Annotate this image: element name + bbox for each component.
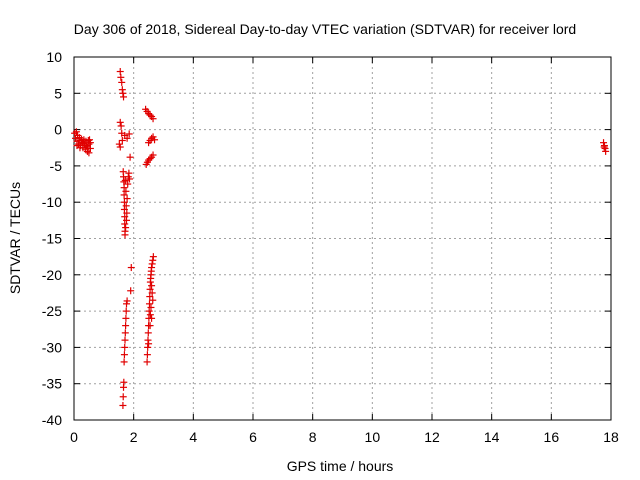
y-tick-label: -25: [42, 303, 62, 319]
data-point: [146, 311, 154, 319]
data-point: [148, 289, 156, 297]
x-tick-label: 18: [603, 429, 619, 445]
data-point: [123, 134, 131, 142]
data-point: [146, 293, 154, 301]
data-point: [127, 264, 135, 272]
data-point: [147, 303, 155, 311]
data-point: [72, 128, 80, 136]
data-point: [85, 149, 93, 157]
x-tick-label: 12: [424, 429, 440, 445]
data-point: [121, 336, 129, 344]
data-point: [121, 213, 129, 221]
data-point: [83, 143, 91, 151]
data-point: [149, 115, 157, 123]
y-tick-label: -10: [42, 194, 62, 210]
data-point: [122, 314, 130, 322]
y-axis-label: SDTVAR / TECUs: [7, 182, 23, 294]
data-point: [79, 139, 87, 147]
data-point: [120, 205, 128, 213]
data-point: [120, 198, 128, 206]
data-point: [148, 134, 156, 142]
data-point: [149, 296, 157, 304]
x-axis-label: GPS time / hours: [287, 458, 394, 474]
x-tick-label: 14: [484, 429, 500, 445]
data-point: [146, 285, 154, 293]
data-point: [122, 307, 130, 315]
chart-title: Day 306 of 2018, Sidereal Day-to-day VTE…: [74, 21, 576, 37]
data-point: [122, 224, 130, 232]
x-tick-label: 8: [309, 429, 317, 445]
data-point: [120, 184, 128, 192]
data-point: [123, 209, 131, 217]
data-points: [71, 68, 610, 409]
y-tick-label: -15: [42, 231, 62, 247]
data-point: [121, 220, 129, 228]
data-point: [125, 130, 133, 138]
data-point: [86, 144, 94, 152]
data-point: [127, 287, 135, 295]
x-tick-label: 16: [544, 429, 560, 445]
data-point: [148, 282, 156, 290]
data-point: [123, 216, 131, 224]
data-point: [149, 253, 157, 261]
data-point: [118, 78, 126, 86]
data-point: [148, 314, 156, 322]
y-tick-label: 5: [54, 85, 62, 101]
data-point: [602, 147, 610, 155]
data-point: [122, 322, 130, 330]
data-point: [120, 378, 128, 386]
data-point: [143, 358, 151, 366]
grid: [73, 56, 612, 421]
data-point: [116, 143, 124, 151]
data-point: [151, 136, 159, 144]
data-point: [76, 144, 84, 152]
data-point: [126, 153, 134, 161]
data-point: [600, 143, 608, 151]
data-point: [125, 175, 133, 183]
data-point: [121, 176, 129, 184]
y-tick-label: 0: [54, 122, 62, 138]
x-tick-label: 6: [249, 429, 257, 445]
y-tick-label: -30: [42, 339, 62, 355]
data-point: [117, 73, 125, 81]
x-tick-label: 2: [130, 429, 138, 445]
data-point: [119, 393, 127, 401]
y-tick-label: -5: [50, 158, 63, 174]
data-point: [121, 343, 129, 351]
data-point: [121, 329, 129, 337]
data-point: [120, 351, 128, 359]
data-point: [144, 343, 152, 351]
y-tick-label: -40: [42, 412, 62, 428]
data-point: [124, 180, 132, 188]
data-point: [146, 322, 154, 330]
y-tick-label: -20: [42, 267, 62, 283]
data-point: [144, 329, 152, 337]
data-point: [116, 118, 124, 126]
y-tick-label: 10: [46, 49, 62, 65]
data-point: [123, 195, 131, 203]
data-point: [121, 231, 129, 239]
x-tick-label: 10: [365, 429, 381, 445]
data-point: [117, 122, 125, 130]
data-point: [123, 297, 131, 305]
data-point: [120, 191, 128, 199]
data-point: [118, 136, 126, 144]
data-point: [145, 300, 153, 308]
x-tick-label: 0: [70, 429, 78, 445]
data-point: [119, 401, 127, 409]
data-point: [143, 351, 151, 359]
data-point: [120, 93, 128, 101]
data-point: [149, 151, 157, 159]
data-point: [122, 187, 130, 195]
data-point: [146, 111, 154, 119]
data-point: [120, 358, 128, 366]
data-point: [146, 155, 154, 163]
data-point: [122, 202, 130, 210]
axis-ticks: 0 2 4 6 8 10 12 14 16 18 10 5 0 -5 -10 -15 -20 -25 -30 -35 -…: [42, 49, 619, 445]
x-tick-label: 4: [189, 429, 197, 445]
data-point: [145, 340, 153, 348]
data-point: [145, 307, 153, 315]
y-tick-label: -35: [42, 376, 62, 392]
